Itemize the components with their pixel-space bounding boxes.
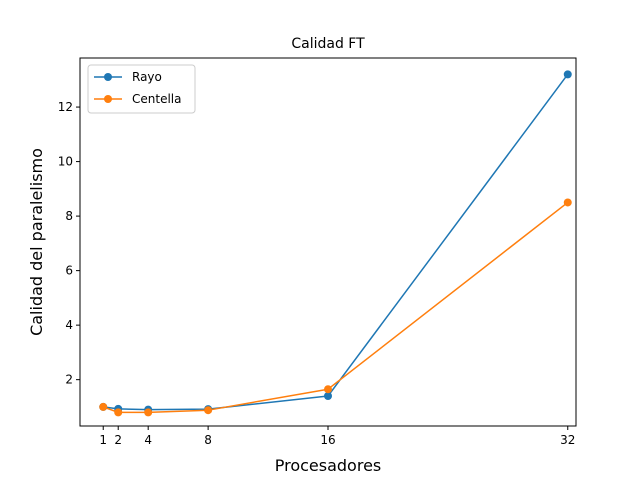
- data-point-1-2: [144, 408, 153, 417]
- data-point-1-3: [204, 406, 213, 415]
- x-tick-label-1: 2: [114, 433, 122, 447]
- x-axis-title: Procesadores: [275, 456, 382, 475]
- x-tick-label-5: 32: [560, 433, 575, 447]
- legend: Rayo Centella: [87, 64, 196, 114]
- data-point-1-0: [99, 402, 108, 411]
- data-point-1-4: [324, 385, 332, 394]
- data-point-1-1: [114, 408, 123, 417]
- y-tick-label-2: 6: [65, 264, 73, 278]
- y-tick-label-4: 10: [58, 155, 73, 169]
- y-tick-label-1: 4: [65, 318, 73, 332]
- data-point-0-4: [324, 392, 332, 401]
- data-point-0-5: [563, 70, 572, 79]
- legend-marker-1: [104, 95, 112, 103]
- y-tick-label-3: 8: [65, 209, 73, 223]
- x-tick-label-3: 8: [204, 433, 212, 447]
- x-tick-label-0: 1: [99, 433, 107, 447]
- x-tick-label-2: 4: [144, 433, 152, 447]
- y-axis-title: Calidad del paralelismo: [27, 148, 46, 336]
- y-tick-label-0: 2: [65, 373, 73, 387]
- data-point-1-5: [563, 198, 572, 207]
- legend-marker-0: [104, 73, 112, 81]
- chart-title: Calidad FT: [291, 36, 365, 52]
- legend-label-0: Rayo: [132, 70, 162, 84]
- y-tick-label-5: 12: [58, 100, 73, 114]
- x-tick-label-4: 16: [320, 433, 335, 447]
- legend-label-1: Centella: [132, 92, 181, 106]
